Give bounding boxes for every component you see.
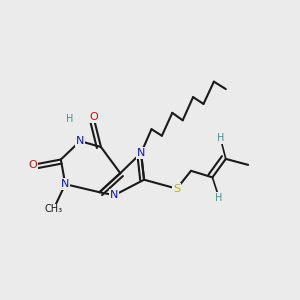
Text: S: S [173,184,180,194]
Text: O: O [28,160,37,170]
Text: N: N [61,179,70,189]
Text: N: N [76,136,84,146]
Text: N: N [110,190,118,200]
Text: H: H [66,114,74,124]
Text: O: O [89,112,98,122]
Text: N: N [137,148,145,158]
Text: H: H [215,193,223,202]
Text: H: H [217,133,224,143]
Text: CH₃: CH₃ [44,204,62,214]
